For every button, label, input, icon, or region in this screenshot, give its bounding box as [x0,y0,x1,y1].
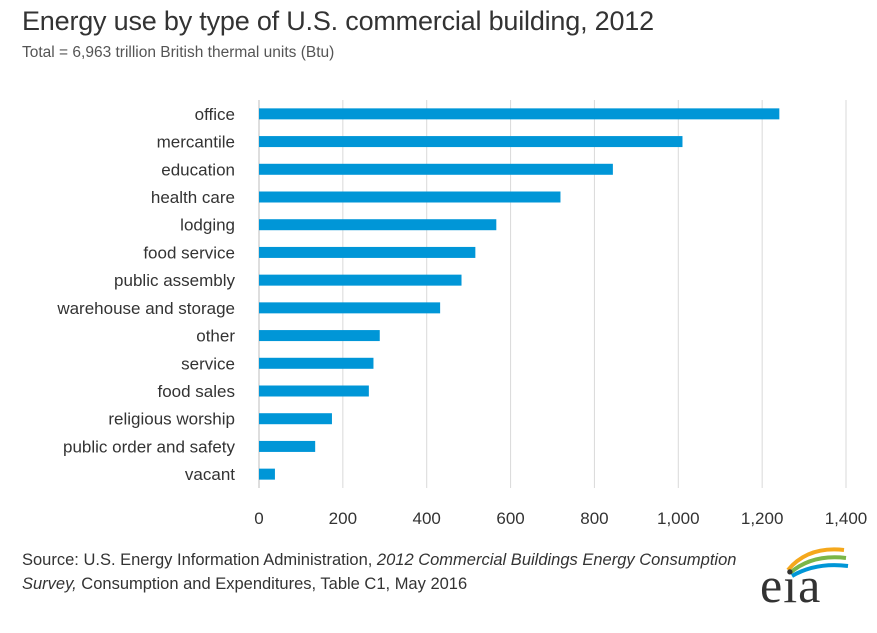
category-labels: office mercantile education health care lodg… [56,105,235,484]
category-label: lodging [180,216,235,235]
bar-other [259,330,380,342]
category-label: other [196,327,235,346]
x-tick-labels: 0 200 400 600 800 1,000 1,200 1,400 [254,509,867,528]
chart-title: Energy use by type of U.S. commercial bu… [22,6,654,36]
category-label: public assembly [114,271,235,290]
bar-religious-worship [259,413,332,425]
source-italic: 2012 Commercial Buildings Energy Consump… [22,551,737,593]
x-tick-label: 200 [329,509,357,528]
category-label: mercantile [157,133,235,152]
category-label: office [195,105,235,124]
x-tick-label: 1,000 [657,509,700,528]
bar-public-assembly [259,274,462,286]
category-label: public order and safety [63,437,235,456]
category-label: education [161,160,235,179]
x-tick-label: 800 [580,509,608,528]
bar-office [259,108,780,120]
category-label: warehouse and storage [56,299,235,318]
eia-logo: eia [748,540,858,620]
bar-education [259,163,613,175]
x-tick-label: 1,200 [741,509,784,528]
bar-vacant [259,468,275,480]
bar-food-sales [259,385,369,397]
source-suffix: Consumption and Expenditures, Table C1, … [76,575,468,593]
x-tick-label: 400 [413,509,441,528]
bar-warehouse-and-storage [259,302,441,314]
x-tick-label: 1,400 [825,509,868,528]
category-label: food sales [158,382,236,401]
bar-health-care [259,191,561,203]
bar-service [259,357,374,369]
category-label: religious worship [108,410,235,429]
chart-subtitle: Total = 6,963 trillion British thermal u… [22,44,335,61]
category-label: vacant [185,465,235,484]
bar-food-service [259,246,476,258]
source-prefix: Source: U.S. Energy Information Administ… [22,551,377,569]
bar-public-order-and-safety [259,440,316,452]
category-label: health care [151,188,235,207]
bars [259,108,780,480]
category-label: service [181,354,235,373]
x-tick-label: 600 [496,509,524,528]
bar-mercantile [259,136,683,148]
source-note: Source: U.S. Energy Information Administ… [22,548,742,596]
x-tick-label: 0 [254,509,263,528]
grid-lines [258,100,847,488]
logo-text: eia [760,557,822,613]
bar-chart: office mercantile education health care lodg… [56,100,867,528]
category-label: food service [143,243,235,262]
logo-swoosh-icon [786,547,849,578]
bar-lodging [259,219,497,231]
